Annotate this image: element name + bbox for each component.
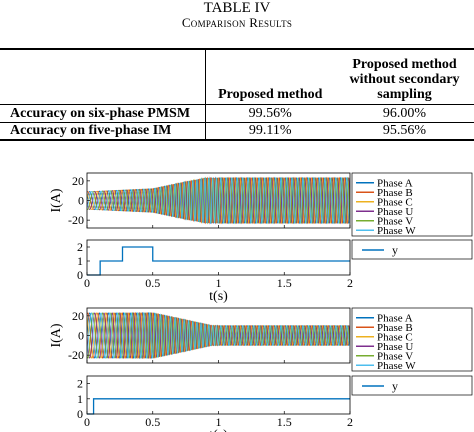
phase-line-phase-u [87,311,350,360]
x-tick-label: 0 [84,415,90,429]
legend-label: y [392,379,398,393]
x-tick-label: 0.5 [145,276,160,290]
legend-label: y [392,243,398,257]
header-line: Proposed method [352,56,457,72]
state-line-y [87,246,350,276]
y-tick-label: -20 [68,348,84,362]
legend-label: Phase C [377,196,413,208]
legend-label: Phase B [377,187,413,199]
table-cell: 96.00% [382,105,427,121]
legend-label: Phase A [377,312,413,324]
y-tick-label: 2 [77,377,83,391]
header-proposed-no-sampling: Proposed method without secondary sampli… [335,49,474,104]
x-tick-label: 1 [216,415,222,429]
y-tick-label: 1 [77,392,83,406]
x-tick-label: 2 [347,276,353,290]
table-header-row: Proposed method Proposed method without … [0,49,474,104]
table-row: Accuracy on six-phase PMSM 99.56% 96.00% [0,104,474,122]
legend-label: Phase B [377,322,413,334]
header-empty [0,49,206,104]
x-tick-label: 2 [347,415,353,429]
plot-frame [86,375,351,415]
row-label: Accuracy on six-phase PMSM [0,104,206,122]
x-axis-label: t(s) [209,428,228,432]
y-axis-label: I(A) [49,188,64,212]
x-tick-label: 0 [84,276,90,290]
plot-frame [86,239,351,276]
y-tick-label: 0 [78,194,84,208]
table-cell: 95.56% [382,123,427,139]
x-axis-label: t(s) [209,289,228,304]
phase-lines [87,176,350,225]
y-tick-label: 20 [72,174,84,188]
y-tick-label: 0 [77,268,83,282]
legend-label: Phase U [377,341,413,353]
y-tick-label: 20 [72,309,84,323]
phase-lines [87,311,350,360]
y-tick-label: 0 [77,407,83,421]
table-title: TABLE IV [203,0,271,16]
legend-label: Phase U [377,206,413,218]
phase-line-phase-u [87,176,350,225]
legend: y [351,375,473,396]
results-table: Proposed method Proposed method without … [0,48,474,141]
x-tick-label: 0.5 [145,415,160,429]
legend: y [351,239,473,260]
header-proposed: Proposed method [218,86,323,102]
legend-box [351,239,473,260]
table-row: Accuracy on five-phase IM 99.11% 95.56% [0,122,474,140]
phase-line-phase-w [87,176,350,225]
y-tick-label: -20 [68,213,84,227]
table-subtitle: Comparison Results [181,15,293,30]
phase-line-phase-w [87,311,350,359]
x-tick-label: 1.5 [277,276,292,290]
x-tick-label: 1.5 [277,415,292,429]
header-line: without secondary [349,71,460,87]
legend-label: Phase V [377,350,413,362]
y-tick-label: 0 [78,329,84,343]
y-tick-label: 2 [77,240,83,254]
legend-label: Phase C [377,331,413,343]
row-label: Accuracy on five-phase IM [0,122,206,140]
table-cell: 99.56% [248,105,292,121]
legend-label: Phase V [377,215,413,227]
table-cell: 99.11% [248,123,292,139]
y-tick-label: 1 [77,254,83,268]
y-axis-label: I(A) [49,323,64,347]
legend-label: Phase A [377,177,413,189]
x-tick-label: 1 [216,276,222,290]
legend-label: Phase W [377,360,416,372]
legend-label: Phase W [377,225,416,237]
legend-box [351,375,473,396]
header-line: sampling [377,86,432,102]
